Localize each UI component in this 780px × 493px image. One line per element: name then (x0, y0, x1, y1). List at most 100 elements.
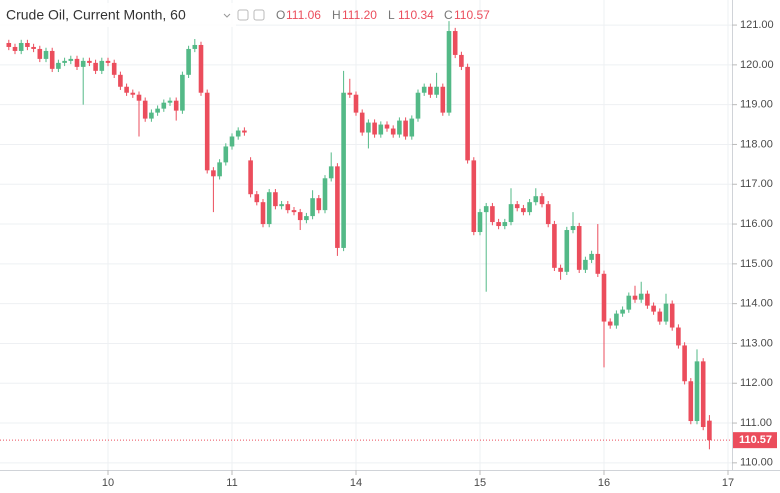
candle-body (266, 192, 272, 225)
y-tick-label: 119.00 (740, 99, 773, 111)
candle-body (490, 206, 495, 223)
settings-icon[interactable] (253, 9, 265, 21)
candle (37, 45, 43, 63)
candle-body (378, 124, 384, 135)
ohlc-label: H (332, 8, 341, 22)
candle (12, 43, 18, 55)
candle-body (440, 86, 446, 113)
candle-body (614, 313, 619, 326)
candle (359, 109, 365, 136)
candle-body (638, 293, 644, 300)
candle (74, 55, 80, 71)
candle (471, 157, 477, 236)
x-tick-label: 16 (598, 477, 610, 489)
candle-body (626, 295, 632, 310)
candle (595, 224, 601, 277)
candle (87, 57, 92, 67)
candle (508, 188, 514, 226)
candle-body (434, 86, 439, 95)
candle (322, 175, 328, 214)
candle (415, 89, 421, 122)
hide-icon[interactable] (237, 9, 249, 21)
candle-body (93, 62, 98, 71)
candle-body (186, 48, 191, 75)
y-tick-label: 118.00 (740, 138, 773, 150)
candle (545, 200, 551, 228)
candle-body (25, 42, 30, 47)
candle-body (415, 92, 421, 119)
candle-body (242, 130, 247, 133)
ohlc-value: 110.57 (454, 8, 490, 22)
candle (25, 39, 30, 51)
candle (291, 206, 297, 216)
candle (477, 208, 483, 236)
candle-body (607, 321, 613, 326)
candle-body (18, 42, 24, 51)
candle-body (669, 303, 675, 328)
candle-body (304, 216, 309, 221)
candle-body (279, 204, 284, 207)
candle (459, 51, 464, 71)
candle-body (80, 60, 86, 67)
candle (607, 318, 613, 329)
candle-body (589, 253, 594, 260)
candle (260, 198, 266, 228)
x-tick-label: 11 (226, 477, 237, 489)
candle (669, 300, 675, 331)
candle (328, 152, 334, 182)
candle-body (12, 46, 18, 51)
candle (632, 285, 638, 303)
candle-body (192, 44, 198, 49)
candle (310, 190, 315, 220)
y-tick-label: 120.00 (740, 59, 774, 71)
candle (173, 97, 179, 121)
candle-body (43, 50, 49, 59)
candle (248, 157, 253, 198)
candle-body (707, 420, 712, 441)
candle (242, 127, 247, 136)
candle-body (428, 86, 433, 95)
candle-body (335, 166, 340, 248)
candle (223, 143, 229, 166)
candle (527, 198, 532, 216)
candle (142, 97, 148, 122)
candle-body (235, 130, 241, 137)
dropdown-icon[interactable] (223, 13, 231, 18)
candle-body (56, 62, 61, 69)
candle (589, 250, 594, 264)
candle-body (570, 226, 576, 231)
candle (440, 83, 446, 116)
ohlc-value: 111.20 (342, 8, 377, 22)
candle (198, 41, 204, 96)
ohlc-label: O (276, 8, 285, 22)
candle (700, 358, 706, 431)
candle (43, 47, 49, 63)
candle-body (620, 309, 625, 314)
candle (576, 222, 582, 274)
candle-body (403, 120, 408, 137)
candle-body (477, 212, 483, 233)
candle-body (533, 196, 539, 203)
candle-body (204, 92, 210, 171)
y-tick-label: 111.00 (740, 417, 772, 429)
candle (397, 117, 402, 138)
candle-body (68, 58, 74, 61)
candle-body (632, 295, 638, 300)
header-bg (0, 3, 236, 27)
candle (638, 281, 644, 303)
candle-body (465, 66, 470, 161)
candle-body (180, 74, 185, 111)
candle (521, 204, 526, 216)
candle (614, 310, 619, 329)
candle (105, 57, 111, 67)
candle (496, 218, 501, 230)
candle (564, 226, 570, 275)
candle-body (118, 74, 123, 87)
candle (167, 97, 173, 106)
candle-body (229, 136, 235, 147)
candle-body (409, 118, 415, 137)
candle-body (155, 108, 160, 113)
candle (155, 105, 160, 116)
